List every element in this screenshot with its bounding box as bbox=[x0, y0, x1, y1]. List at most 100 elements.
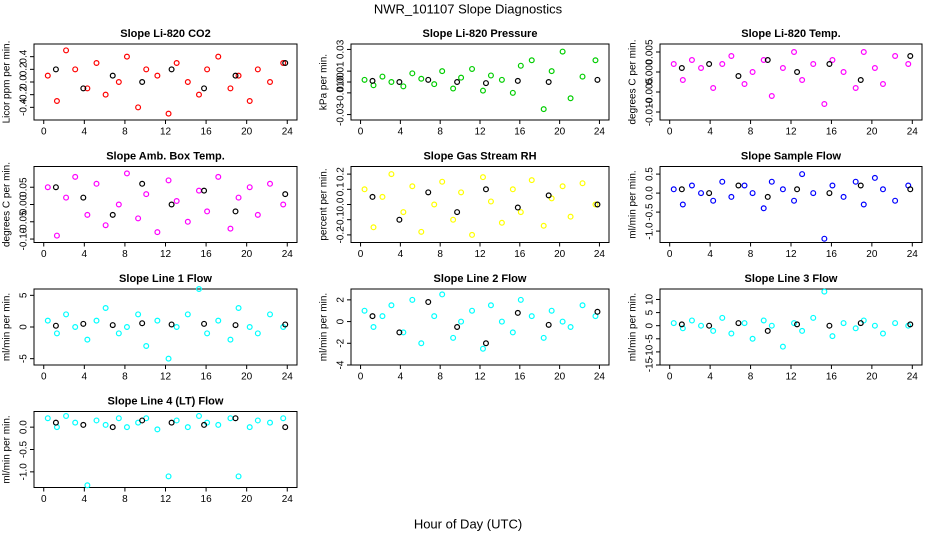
point bbox=[267, 419, 274, 426]
point bbox=[678, 64, 685, 71]
point bbox=[115, 330, 122, 337]
point bbox=[907, 52, 914, 59]
point bbox=[379, 193, 386, 200]
point bbox=[254, 330, 261, 337]
point bbox=[579, 180, 586, 187]
point bbox=[254, 417, 261, 424]
point bbox=[594, 76, 601, 83]
x-tick-label: 4 bbox=[82, 127, 88, 138]
x-tick-label: 20 bbox=[241, 494, 253, 505]
point bbox=[559, 183, 566, 190]
point bbox=[514, 204, 521, 211]
point bbox=[168, 321, 175, 328]
point bbox=[173, 59, 180, 66]
point bbox=[215, 53, 222, 60]
point bbox=[548, 195, 555, 202]
point bbox=[698, 64, 705, 71]
point bbox=[450, 85, 457, 92]
y-tick-label: 0.2 bbox=[336, 167, 347, 181]
point bbox=[184, 218, 191, 225]
point bbox=[871, 174, 878, 181]
point bbox=[799, 171, 806, 178]
point bbox=[139, 417, 146, 424]
x-tick-label: 24 bbox=[907, 249, 919, 260]
x-tick-label: 4 bbox=[707, 372, 713, 383]
point bbox=[840, 320, 847, 327]
point bbox=[710, 197, 717, 204]
point bbox=[487, 302, 494, 309]
point bbox=[388, 171, 395, 178]
panel: Slope Amb. Box Temp. degrees C per min. 0 4… bbox=[2, 150, 298, 260]
point bbox=[810, 314, 817, 321]
point bbox=[719, 60, 726, 67]
point bbox=[227, 225, 234, 232]
point bbox=[84, 336, 91, 343]
point bbox=[235, 72, 242, 79]
point bbox=[735, 182, 742, 189]
panel-title: Slope Gas Stream RH bbox=[423, 150, 536, 162]
point bbox=[370, 324, 377, 331]
y-tick-label: 0.2 bbox=[19, 62, 30, 76]
x-tick-label: 8 bbox=[437, 372, 443, 383]
point bbox=[559, 318, 566, 325]
point bbox=[204, 208, 211, 215]
point bbox=[852, 84, 859, 91]
point bbox=[388, 78, 395, 85]
point bbox=[871, 322, 878, 329]
y-tick-label: -0.2 bbox=[19, 86, 30, 104]
point bbox=[246, 97, 253, 104]
x-tick-label: 0 bbox=[667, 127, 673, 138]
point bbox=[482, 186, 489, 193]
point bbox=[779, 64, 786, 71]
point bbox=[102, 91, 109, 98]
point bbox=[728, 330, 735, 337]
point bbox=[779, 186, 786, 193]
y-tick-label: 0.4 bbox=[19, 49, 30, 63]
y-tick-label: 0.005 bbox=[645, 39, 656, 64]
point bbox=[840, 68, 847, 75]
point bbox=[829, 56, 836, 63]
x-tick-label: 16 bbox=[201, 494, 213, 505]
point bbox=[879, 80, 886, 87]
point bbox=[195, 91, 202, 98]
point bbox=[829, 333, 836, 340]
point bbox=[579, 302, 586, 309]
point bbox=[821, 100, 828, 107]
point bbox=[791, 48, 798, 55]
point bbox=[469, 65, 476, 72]
point bbox=[44, 184, 51, 191]
point bbox=[799, 327, 806, 334]
y-tick-label: 5 bbox=[19, 292, 30, 298]
y-tick-label: 0.0 bbox=[19, 420, 30, 434]
point bbox=[528, 313, 535, 320]
point bbox=[195, 187, 202, 194]
point bbox=[102, 305, 109, 312]
x-tick-label: 16 bbox=[826, 249, 838, 260]
y-tick-label: -0.010 bbox=[645, 97, 656, 126]
point bbox=[361, 307, 368, 314]
point bbox=[53, 97, 60, 104]
point bbox=[579, 73, 586, 80]
x-tick-label: 4 bbox=[707, 127, 713, 138]
point bbox=[706, 60, 713, 67]
point bbox=[282, 424, 289, 431]
x-tick-label: 0 bbox=[41, 372, 47, 383]
point bbox=[860, 48, 867, 55]
panel-title: Slope Li-820 Temp. bbox=[741, 28, 840, 40]
x-tick-label: 20 bbox=[866, 127, 878, 138]
point bbox=[498, 76, 505, 83]
x-tick-label: 12 bbox=[785, 127, 797, 138]
point bbox=[282, 321, 289, 328]
point bbox=[540, 222, 547, 229]
point bbox=[528, 177, 535, 184]
point bbox=[735, 320, 742, 327]
point bbox=[84, 211, 91, 218]
point bbox=[63, 311, 70, 318]
point bbox=[706, 190, 713, 197]
y-tick-label: -10 bbox=[645, 344, 656, 359]
y-tick-label: 0.0 bbox=[19, 75, 30, 89]
y-axis-label: percent per min. bbox=[319, 168, 330, 240]
point bbox=[80, 421, 87, 428]
point bbox=[154, 229, 161, 236]
